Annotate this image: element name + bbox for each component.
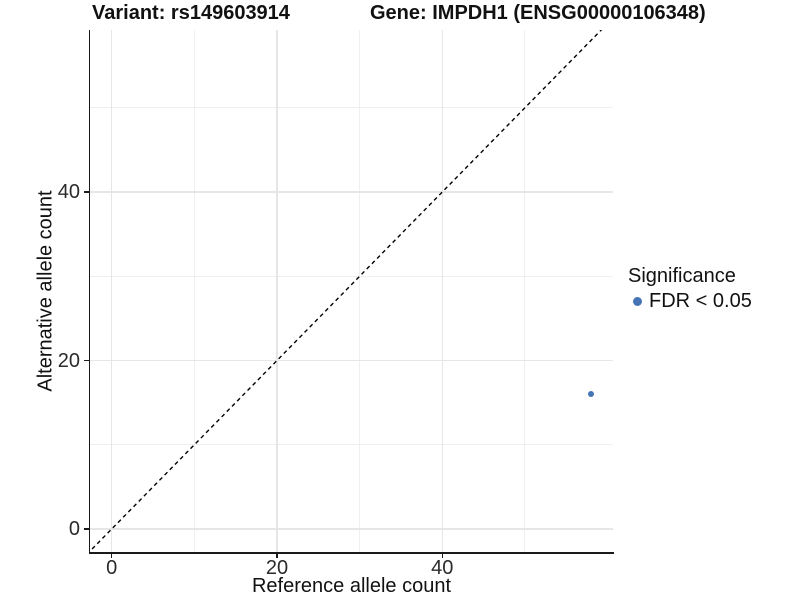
legend-point-icon	[633, 296, 642, 306]
x-minor-gridline	[524, 30, 526, 552]
x-minor-gridline	[359, 30, 361, 552]
legend-title: Significance	[628, 265, 736, 287]
y-axis-title: Alternative allele count	[34, 190, 57, 392]
y-axis-tick	[84, 191, 89, 193]
identity-dashed-line	[90, 30, 603, 552]
y-major-gridline	[90, 359, 613, 362]
y-minor-gridline	[90, 444, 613, 446]
x-axis-tick	[276, 553, 278, 558]
legend-entry: FDR < 0.05	[628, 290, 752, 312]
x-minor-gridline	[193, 30, 195, 552]
y-tick-label: 20	[57, 349, 80, 372]
x-major-gridline	[276, 30, 278, 552]
x-major-gridline	[111, 30, 113, 552]
x-tick-label: 40	[431, 557, 454, 579]
x-axis-line	[89, 552, 614, 554]
plot-panel: 0 20 40 0 20 40	[58, 30, 613, 578]
legend: Significance FDR < 0.05	[628, 265, 752, 312]
y-tick-label: 40	[57, 181, 80, 203]
legend-key	[628, 292, 647, 311]
y-axis-tick	[84, 359, 89, 362]
y-axis-tick	[84, 528, 89, 530]
y-minor-gridline	[90, 275, 613, 277]
x-tick-label: 20	[265, 557, 289, 579]
y-minor-gridline	[90, 107, 613, 109]
x-axis-tick	[111, 553, 113, 558]
legend-entry-label: FDR < 0.05	[649, 290, 752, 312]
y-tick-label: 0	[68, 518, 80, 540]
variant-title: Variant: rs149603914	[92, 2, 290, 24]
y-major-gridline	[90, 528, 613, 530]
x-tick-label: 0	[106, 557, 118, 579]
x-axis-tick	[441, 553, 443, 558]
x-major-gridline	[441, 30, 443, 552]
gene-title: Gene: IMPDH1 (ENSG00000106348)	[370, 2, 706, 24]
y-major-gridline	[90, 191, 613, 193]
data-point	[588, 391, 595, 398]
x-axis-title: Reference allele count	[251, 575, 451, 597]
y-axis-line	[89, 30, 91, 554]
